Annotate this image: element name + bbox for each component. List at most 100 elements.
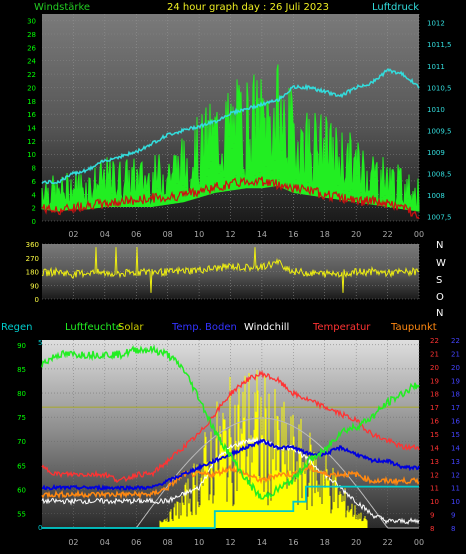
direction-tick-label: 0 (35, 296, 39, 304)
temp-tick-label: 13 (430, 458, 439, 466)
hour-tick-label: 04 (100, 230, 110, 239)
direction-y-ticks: 0 90 180 270 360 (26, 241, 39, 304)
wind-tick-label: 4 (32, 191, 37, 199)
panel3-x-ticks: 02 04 06 08 10 12 14 16 18 20 22 00 (68, 538, 424, 547)
dewpoint-legend: Taupunkt (390, 322, 437, 333)
pressure-tick-label: 1010 (427, 106, 445, 114)
chart-title: 24 hour graph day : 26 Juli 2023 (167, 2, 329, 13)
temp-tick-label: 21 (430, 350, 439, 358)
hour-tick-label: 22 (382, 538, 392, 547)
temp-tick-label-right: 16 (451, 418, 460, 426)
temp-tick-label: 20 (430, 364, 439, 372)
wind-tick-label: 8 (32, 165, 36, 173)
temp-tick-label-right: 21 (451, 350, 460, 358)
hour-tick-label: 14 (257, 538, 267, 547)
hour-tick-label: 00 (414, 538, 424, 547)
temp-tick-label-right: 8 (451, 525, 455, 533)
hour-tick-label: 12 (225, 538, 235, 547)
wind-tick-label: 22 (27, 71, 36, 79)
humidity-tick-label: 70 (17, 438, 26, 446)
hour-tick-label: 08 (163, 538, 173, 547)
rain-tick-label: 5 (38, 339, 42, 347)
wind-tick-label: 2 (32, 205, 36, 213)
soil-temp-line (41, 438, 420, 492)
humidity-tick-label: 75 (17, 414, 26, 422)
panel1-x-ticks: 02 04 06 08 10 12 14 16 18 20 22 00 (68, 230, 424, 239)
direction-line (41, 247, 420, 293)
wind-tick-label: 12 (27, 138, 36, 146)
hour-tick-label: 16 (288, 538, 298, 547)
temp-tick-label: 15 (430, 431, 439, 439)
pressure-tick-label: 1010,5 (427, 84, 452, 92)
humidity-tick-label: 90 (17, 342, 26, 350)
hour-tick-label: 20 (351, 538, 361, 547)
gust-line (41, 176, 420, 220)
hour-tick-label: 02 (68, 230, 78, 239)
compass-letter: N (436, 240, 443, 251)
wind-tick-label: 14 (27, 125, 36, 133)
hour-tick-label: 18 (320, 538, 330, 547)
wind-tick-label: 18 (27, 98, 36, 106)
rain-line (42, 485, 419, 529)
wind-tick-label: 24 (27, 58, 36, 66)
rain-y-ticks: 05 (38, 339, 42, 532)
rain-tick-label: 0 (38, 524, 42, 532)
wind-tick-label: 20 (27, 84, 36, 92)
hour-tick-label: 04 (100, 538, 110, 547)
compass-letter: W (436, 258, 446, 269)
temp-tick-label: 8 (430, 525, 434, 533)
temp-tick-label-right: 11 (451, 485, 460, 493)
humidity-tick-label: 80 (17, 390, 26, 398)
hour-tick-label: 06 (131, 230, 141, 239)
humidity-line (41, 344, 420, 500)
wind-tick-label: 0 (32, 218, 36, 226)
pressure-tick-label: 1009 (427, 149, 445, 157)
direction-tick-label: 270 (26, 255, 39, 263)
temp-tick-label-right: 18 (451, 391, 460, 399)
pressure-tick-label: 1012 (427, 20, 445, 28)
direction-tick-label: 180 (26, 269, 39, 277)
hour-tick-label: 12 (225, 230, 235, 239)
temp-tick-label-right: 19 (451, 377, 460, 385)
hour-tick-label: 00 (414, 230, 424, 239)
temp-tick-label: 19 (430, 377, 439, 385)
temp-tick-label-right: 10 (451, 498, 460, 506)
temp-tick-label-right: 14 (451, 444, 460, 452)
compass-letter: S (436, 275, 442, 286)
windchill-legend: Windchill (244, 322, 289, 333)
humidity-tick-label: 60 (17, 486, 26, 494)
temperature-line (41, 370, 420, 484)
pressure-tick-label: 1009,5 (427, 127, 452, 135)
temp-tick-label: 11 (430, 485, 439, 493)
hour-tick-label: 08 (163, 230, 173, 239)
pressure-y-ticks: 1007,5 1008 1008,5 1009 1009,5 1010 1010,5 1011… (427, 20, 452, 222)
temp-tick-label: 22 (430, 337, 439, 345)
direction-line (41, 247, 420, 293)
temp-tick-label: 10 (430, 498, 439, 506)
hour-tick-label: 10 (194, 538, 204, 547)
wind-tick-label: 10 (27, 151, 36, 159)
direction-tick-label: 360 (26, 241, 39, 249)
temp-y-ticks: 8 8 9 9 10 10 11 11 12 12 13 13 14 14 15 15 16 16 17 17 18 18… (430, 337, 460, 533)
pressure-tick-label: 1007,5 (427, 214, 452, 222)
temp-tick-label: 16 (430, 418, 439, 426)
humidity-tick-label: 65 (17, 462, 26, 470)
wind-tick-label: 6 (32, 178, 37, 186)
temp-tick-label-right: 12 (451, 471, 460, 479)
solar-legend: Solar (118, 322, 144, 333)
wind-tick-label: 26 (27, 44, 36, 52)
wind-tick-label: 28 (27, 31, 36, 39)
hour-tick-label: 16 (288, 230, 298, 239)
hour-tick-label: 22 (382, 230, 392, 239)
pressure-line (41, 68, 420, 185)
temp-tick-label-right: 17 (451, 404, 460, 412)
climate-lines (41, 344, 420, 529)
direction-tick-label: 90 (30, 282, 39, 290)
humidity-legend: Luftfeuchte (65, 322, 122, 333)
wind-tick-label: 30 (27, 18, 36, 26)
compass-letter: O (436, 292, 444, 303)
temp-tick-label: 9 (430, 512, 434, 520)
